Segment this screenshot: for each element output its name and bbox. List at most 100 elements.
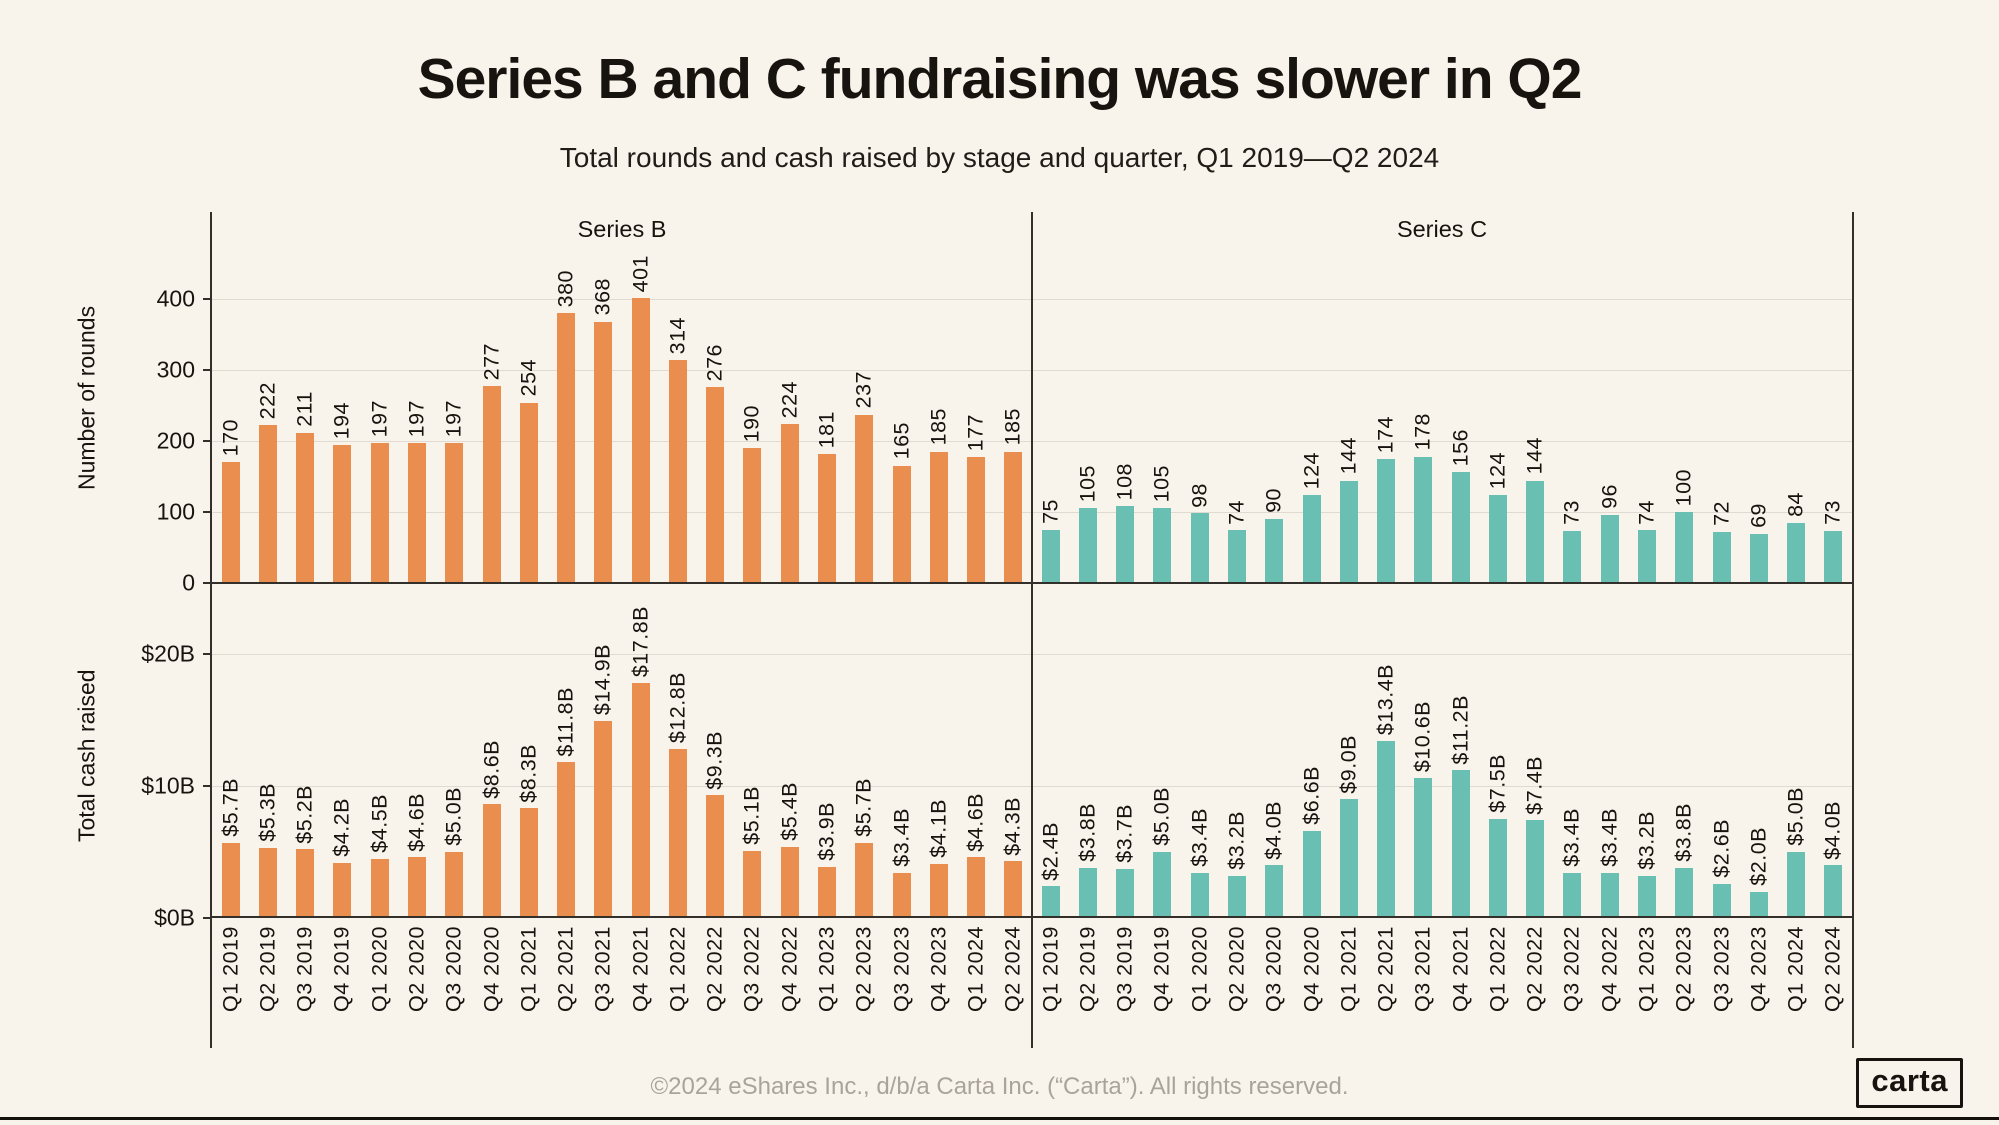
bar xyxy=(594,321,613,583)
y-tick-label: $0B xyxy=(154,904,195,931)
x-tick-label: Q3 2021 xyxy=(1410,926,1435,1012)
bar-value-label: 211 xyxy=(292,391,317,428)
bar xyxy=(1675,867,1694,918)
x-tick-label: Q4 2019 xyxy=(1149,926,1174,1012)
x-tick-label: Q4 2023 xyxy=(1746,926,1771,1012)
bar xyxy=(780,423,799,583)
bar-value-label: 124 xyxy=(1298,451,1323,489)
y-tick-label: 200 xyxy=(156,427,195,454)
x-tick-label: Q1 2019 xyxy=(1037,926,1062,1012)
bar-value-label: $3.4B xyxy=(888,808,913,868)
bar xyxy=(780,846,799,918)
bar xyxy=(1339,480,1358,583)
bar-value-label: $11.2B xyxy=(1447,694,1472,765)
bottom-rule xyxy=(0,1117,1999,1120)
bar xyxy=(967,857,986,918)
bar xyxy=(1787,523,1806,583)
bar xyxy=(892,873,911,918)
bar-value-label: $7.4B xyxy=(1522,755,1547,815)
bar-value-label: $2.4B xyxy=(1037,821,1062,881)
y-tick-mark xyxy=(203,511,212,513)
bar xyxy=(1600,873,1619,918)
bar-value-label: $9.3B xyxy=(702,730,727,790)
bar xyxy=(1414,778,1433,918)
bar xyxy=(296,849,315,918)
carta-logo: carta xyxy=(1856,1058,1963,1108)
x-tick-label: Q3 2020 xyxy=(441,926,466,1012)
axis-baseline-cash xyxy=(212,916,1854,918)
x-tick-label: Q4 2020 xyxy=(1298,926,1323,1012)
y-tick-label: 100 xyxy=(156,498,195,525)
facet-title: Series B xyxy=(577,216,667,242)
x-tick-label: Q1 2020 xyxy=(366,926,391,1012)
panel-border-left xyxy=(210,212,212,1048)
bar xyxy=(892,465,911,583)
bar-value-label: 144 xyxy=(1522,437,1547,475)
x-tick-label: Q2 2024 xyxy=(1820,926,1845,1012)
bar xyxy=(258,848,277,918)
bar xyxy=(1600,514,1619,583)
bar-value-label: 165 xyxy=(888,422,913,460)
bar-value-label: $14.9B xyxy=(590,644,615,716)
y-tick-mark xyxy=(203,298,212,300)
y-tick-mark xyxy=(203,440,212,442)
y-tick-mark xyxy=(203,785,212,787)
bar-value-label: $5.0B xyxy=(441,787,466,846)
bar xyxy=(631,683,650,918)
bar-value-label: $3.2B xyxy=(1224,811,1249,870)
bar-value-label: $2.6B xyxy=(1708,819,1733,878)
x-tick-label: Q1 2019 xyxy=(217,926,242,1012)
bar xyxy=(1302,494,1321,583)
bar-value-label: $3.4B xyxy=(1186,808,1211,868)
bar-value-label: $3.4B xyxy=(1596,808,1621,868)
panel-border-right xyxy=(1852,212,1854,1048)
bar-value-label: 69 xyxy=(1746,503,1771,529)
y-tick-label: 400 xyxy=(156,285,195,312)
y-tick-label: $20B xyxy=(141,640,195,667)
x-tick-label: Q4 2021 xyxy=(1447,926,1472,1012)
bar-value-label: 156 xyxy=(1447,428,1472,467)
y-axis-title: Number of rounds xyxy=(73,305,100,490)
bar xyxy=(258,425,277,583)
x-tick-label: Q4 2019 xyxy=(329,926,354,1012)
bar-value-label: 96 xyxy=(1596,483,1621,509)
bar xyxy=(1526,480,1545,583)
x-tick-label: Q2 2020 xyxy=(1224,926,1249,1012)
bar xyxy=(818,866,836,918)
bar xyxy=(482,386,501,583)
bar xyxy=(855,414,874,583)
bar xyxy=(1749,891,1768,918)
bar xyxy=(1041,886,1060,918)
bar-value-label: $5.1B xyxy=(739,786,764,845)
bar-value-label: $5.3B xyxy=(255,783,280,843)
x-tick-label: Q2 2022 xyxy=(702,926,727,1012)
x-tick-label: Q3 2022 xyxy=(739,926,764,1012)
bar-value-label: $13.4B xyxy=(1373,663,1398,736)
x-tick-label: Q3 2019 xyxy=(292,926,317,1012)
bar xyxy=(1265,519,1284,583)
bar xyxy=(1675,512,1694,583)
bar xyxy=(1563,873,1582,918)
bar-value-label: 124 xyxy=(1485,451,1510,489)
bar xyxy=(1488,819,1507,918)
bar xyxy=(557,762,576,918)
y-tick-label: 0 xyxy=(182,569,195,596)
y-tick-mark xyxy=(203,917,212,919)
x-tick-label: Q2 2023 xyxy=(1671,926,1696,1012)
bar-value-label: 90 xyxy=(1261,488,1286,514)
bar-value-label: 224 xyxy=(776,380,801,418)
bar-value-label: $8.6B xyxy=(478,739,503,799)
bar-value-label: $17.8B xyxy=(627,605,652,678)
bar xyxy=(221,462,240,583)
bar xyxy=(370,443,389,583)
bar xyxy=(408,857,426,918)
bar-value-label: 197 xyxy=(366,399,391,438)
bar xyxy=(668,749,687,918)
bar-value-label: 185 xyxy=(926,408,951,446)
bar xyxy=(1638,875,1656,918)
bar-value-label: 73 xyxy=(1559,500,1584,526)
x-tick-label: Q2 2019 xyxy=(1075,926,1100,1012)
bar xyxy=(706,387,725,583)
x-tick-label: Q4 2021 xyxy=(627,926,652,1012)
